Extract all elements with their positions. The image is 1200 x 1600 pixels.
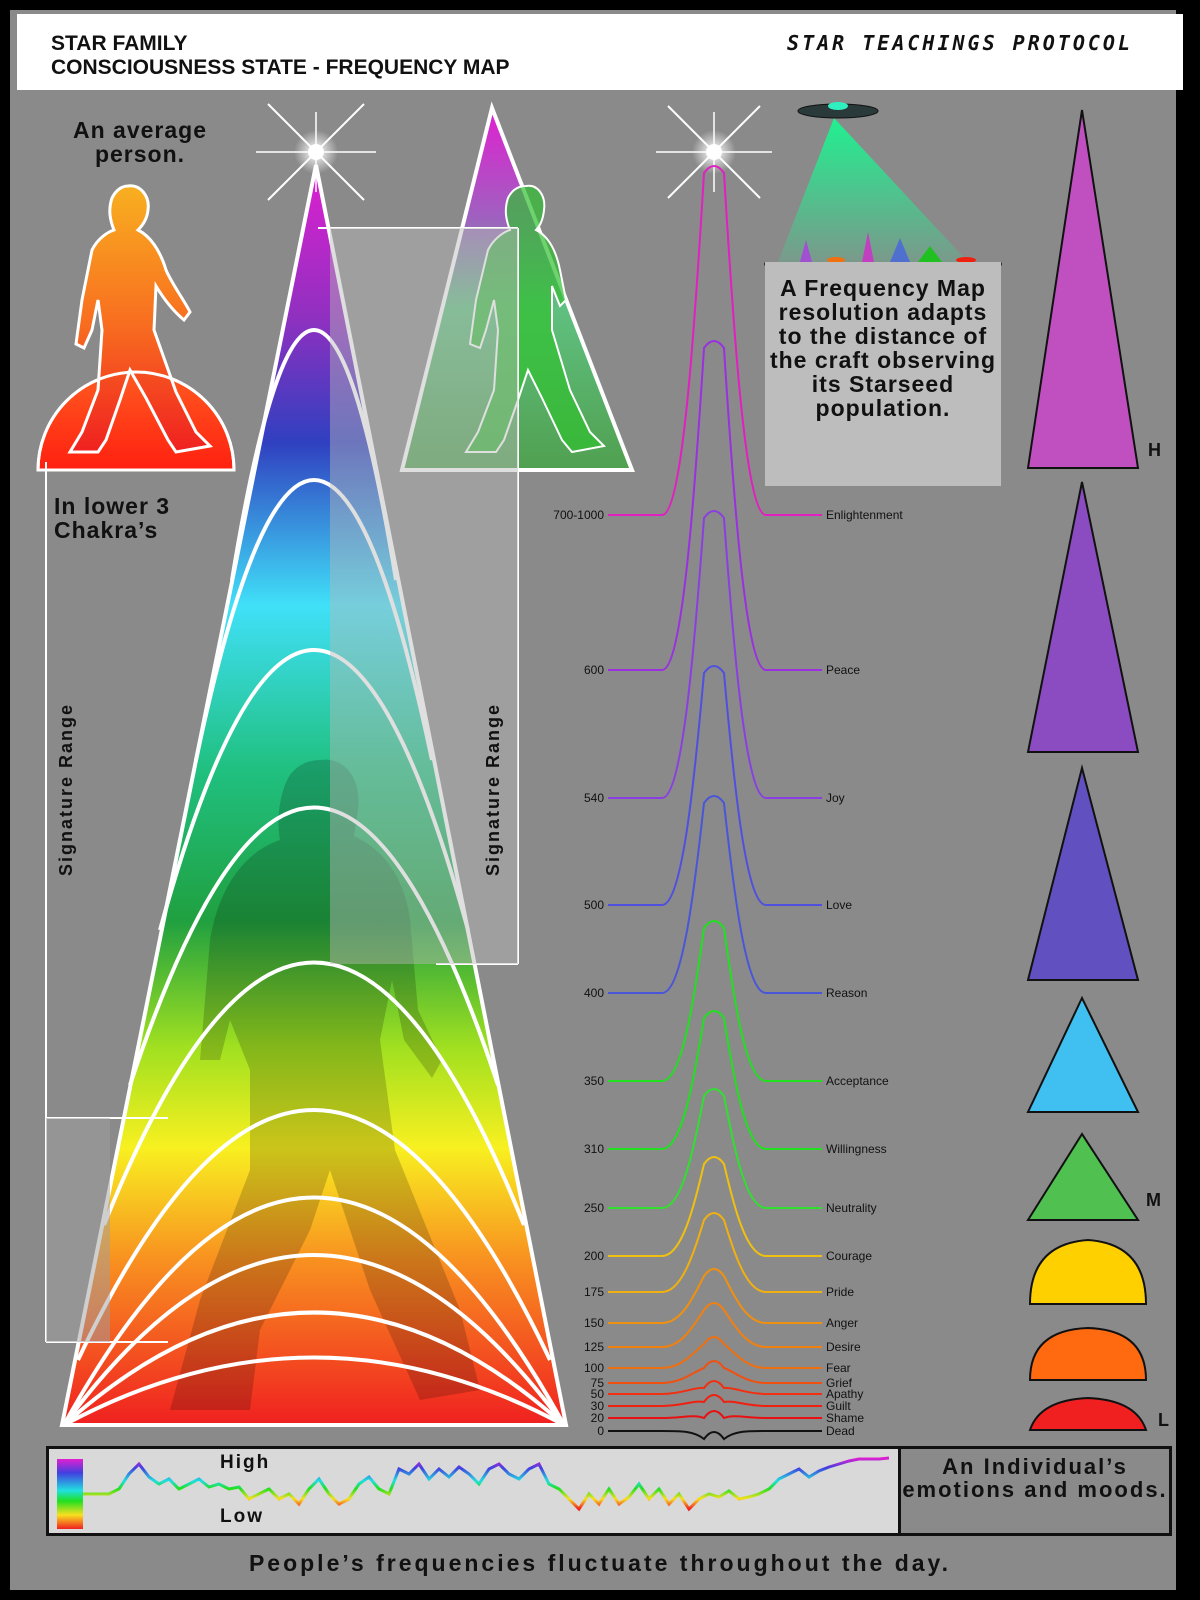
- level-value: 20: [590, 1411, 604, 1425]
- signature-range-left: Signature Range: [56, 702, 76, 876]
- level-value: 310: [583, 1142, 604, 1156]
- level-value: 30: [590, 1399, 604, 1413]
- level-value: 540: [583, 791, 604, 805]
- title-line-2: CONSCIOUSNESS STATE - FREQUENCY MAP: [51, 56, 510, 79]
- level-name: Neutrality: [826, 1201, 877, 1215]
- info-box: [765, 262, 1001, 486]
- red-dome: [36, 370, 236, 472]
- scale-high-label: H: [1148, 440, 1161, 460]
- frequency-peak-dead: [608, 1430, 822, 1441]
- average-person-label: An average person.: [72, 117, 207, 167]
- mood-description: An Individual’s emotions and moods.: [902, 1454, 1168, 1502]
- footer-caption: People’s frequencies fluctuate throughou…: [248, 1550, 952, 1576]
- level-name: Enlightenment: [826, 508, 903, 522]
- mood-high-label: High: [220, 1452, 271, 1473]
- header-bar: STAR FAMILY CONSCIOUSNESS STATE - FREQUE…: [17, 14, 1183, 90]
- ufo-craft: [764, 102, 1002, 266]
- level-value: 150: [583, 1316, 604, 1330]
- frequency-peak-anger: [608, 1268, 822, 1324]
- mood-description-panel: [898, 1446, 1172, 1536]
- cone-person-silhouette: [170, 759, 480, 1410]
- scale-mid-label: M: [1146, 1190, 1161, 1210]
- mood-low-label: Low: [220, 1506, 264, 1527]
- level-value: 175: [583, 1285, 604, 1299]
- level-name: Reason: [826, 986, 868, 1000]
- level-value: 600: [583, 663, 604, 677]
- level-value: 50: [590, 1387, 604, 1401]
- level-name: Peace: [826, 663, 861, 677]
- scale-shape-2: [1026, 481, 1140, 753]
- level-name: Grief: [826, 1376, 853, 1390]
- cone-star: [256, 103, 376, 201]
- frequency-peak-enlightenment: [608, 165, 822, 516]
- level-name: Pride: [826, 1285, 855, 1299]
- scale-shapes: [1026, 109, 1148, 1431]
- scale-shape-4: [1026, 995, 1140, 1113]
- level-name: Shame: [826, 1411, 865, 1425]
- frequency-peak-pride: [608, 1212, 822, 1293]
- level-value: 125: [583, 1340, 604, 1354]
- title-line-1: STAR FAMILY: [51, 32, 188, 55]
- level-name: Apathy: [826, 1387, 864, 1401]
- spectrum-star: [656, 105, 772, 199]
- level-name: Fear: [826, 1361, 851, 1375]
- mood-color-bar: [57, 1459, 83, 1529]
- level-value: 100: [583, 1361, 604, 1375]
- frequency-peak-desire: [608, 1302, 822, 1348]
- frequency-peak-willingness: [608, 1010, 822, 1150]
- level-name: Willingness: [826, 1142, 887, 1156]
- frequency-peak-fear: [608, 1336, 822, 1369]
- upper-signature-box: [330, 228, 518, 964]
- frequency-peak-acceptance: [608, 920, 822, 1082]
- level-name: Joy: [826, 791, 845, 805]
- scale-shape-8: [1028, 1396, 1148, 1431]
- scale-shape-6: [1028, 1238, 1148, 1305]
- level-value: 350: [583, 1074, 604, 1088]
- rainbow-cone: [59, 164, 569, 1427]
- level-value: 75: [590, 1376, 604, 1390]
- protocol-label: STAR TEACHINGS PROTOCOL: [787, 31, 1133, 55]
- scale-low-label: L: [1158, 1410, 1169, 1430]
- info-box-text: A Frequency Map resolution adapts to the…: [769, 275, 997, 421]
- frequency-peak-love: [608, 665, 822, 906]
- frequency-peak-guilt: [608, 1394, 822, 1407]
- level-name: Love: [826, 898, 853, 912]
- lower-chakras-label: In lower 3 Chakra’s: [54, 493, 171, 543]
- mood-graph: [57, 1456, 889, 1529]
- level-name: Acceptance: [826, 1074, 889, 1088]
- frequency-peak-reason: [608, 795, 822, 994]
- frequency-peak-peace: [608, 340, 822, 671]
- level-value: 0: [597, 1424, 604, 1438]
- scale-shape-7: [1028, 1326, 1148, 1381]
- frequency-peak-apathy: [608, 1380, 822, 1395]
- level-name: Dead: [826, 1424, 855, 1438]
- scale-shape-1: [1026, 109, 1140, 469]
- frequency-peak-neutrality: [608, 1088, 822, 1209]
- scale-shape-3: [1026, 764, 1140, 981]
- level-value: 700-1000: [553, 508, 604, 522]
- level-value: 250: [583, 1201, 604, 1215]
- lower-signature-box: [46, 1118, 110, 1342]
- level-name: Courage: [826, 1249, 873, 1263]
- level-value: 400: [583, 986, 604, 1000]
- frequency-peak-joy: [608, 510, 822, 799]
- level-value: 200: [583, 1249, 604, 1263]
- mood-line: [83, 1456, 889, 1512]
- level-name: Desire: [826, 1340, 861, 1354]
- average-person-silhouette: [67, 184, 214, 454]
- frequency-peaks: [608, 165, 822, 1441]
- level-name: Anger: [826, 1316, 859, 1330]
- frequency-peak-shame: [608, 1410, 822, 1420]
- level-value: 500: [583, 898, 604, 912]
- frequency-peak-courage: [608, 1156, 822, 1257]
- level-name: Guilt: [826, 1399, 851, 1413]
- cone-arches: [62, 328, 566, 1427]
- scale-shape-5: [1026, 1132, 1140, 1221]
- signature-range-right: Signature Range: [483, 702, 503, 876]
- frequency-peak-grief: [608, 1360, 822, 1384]
